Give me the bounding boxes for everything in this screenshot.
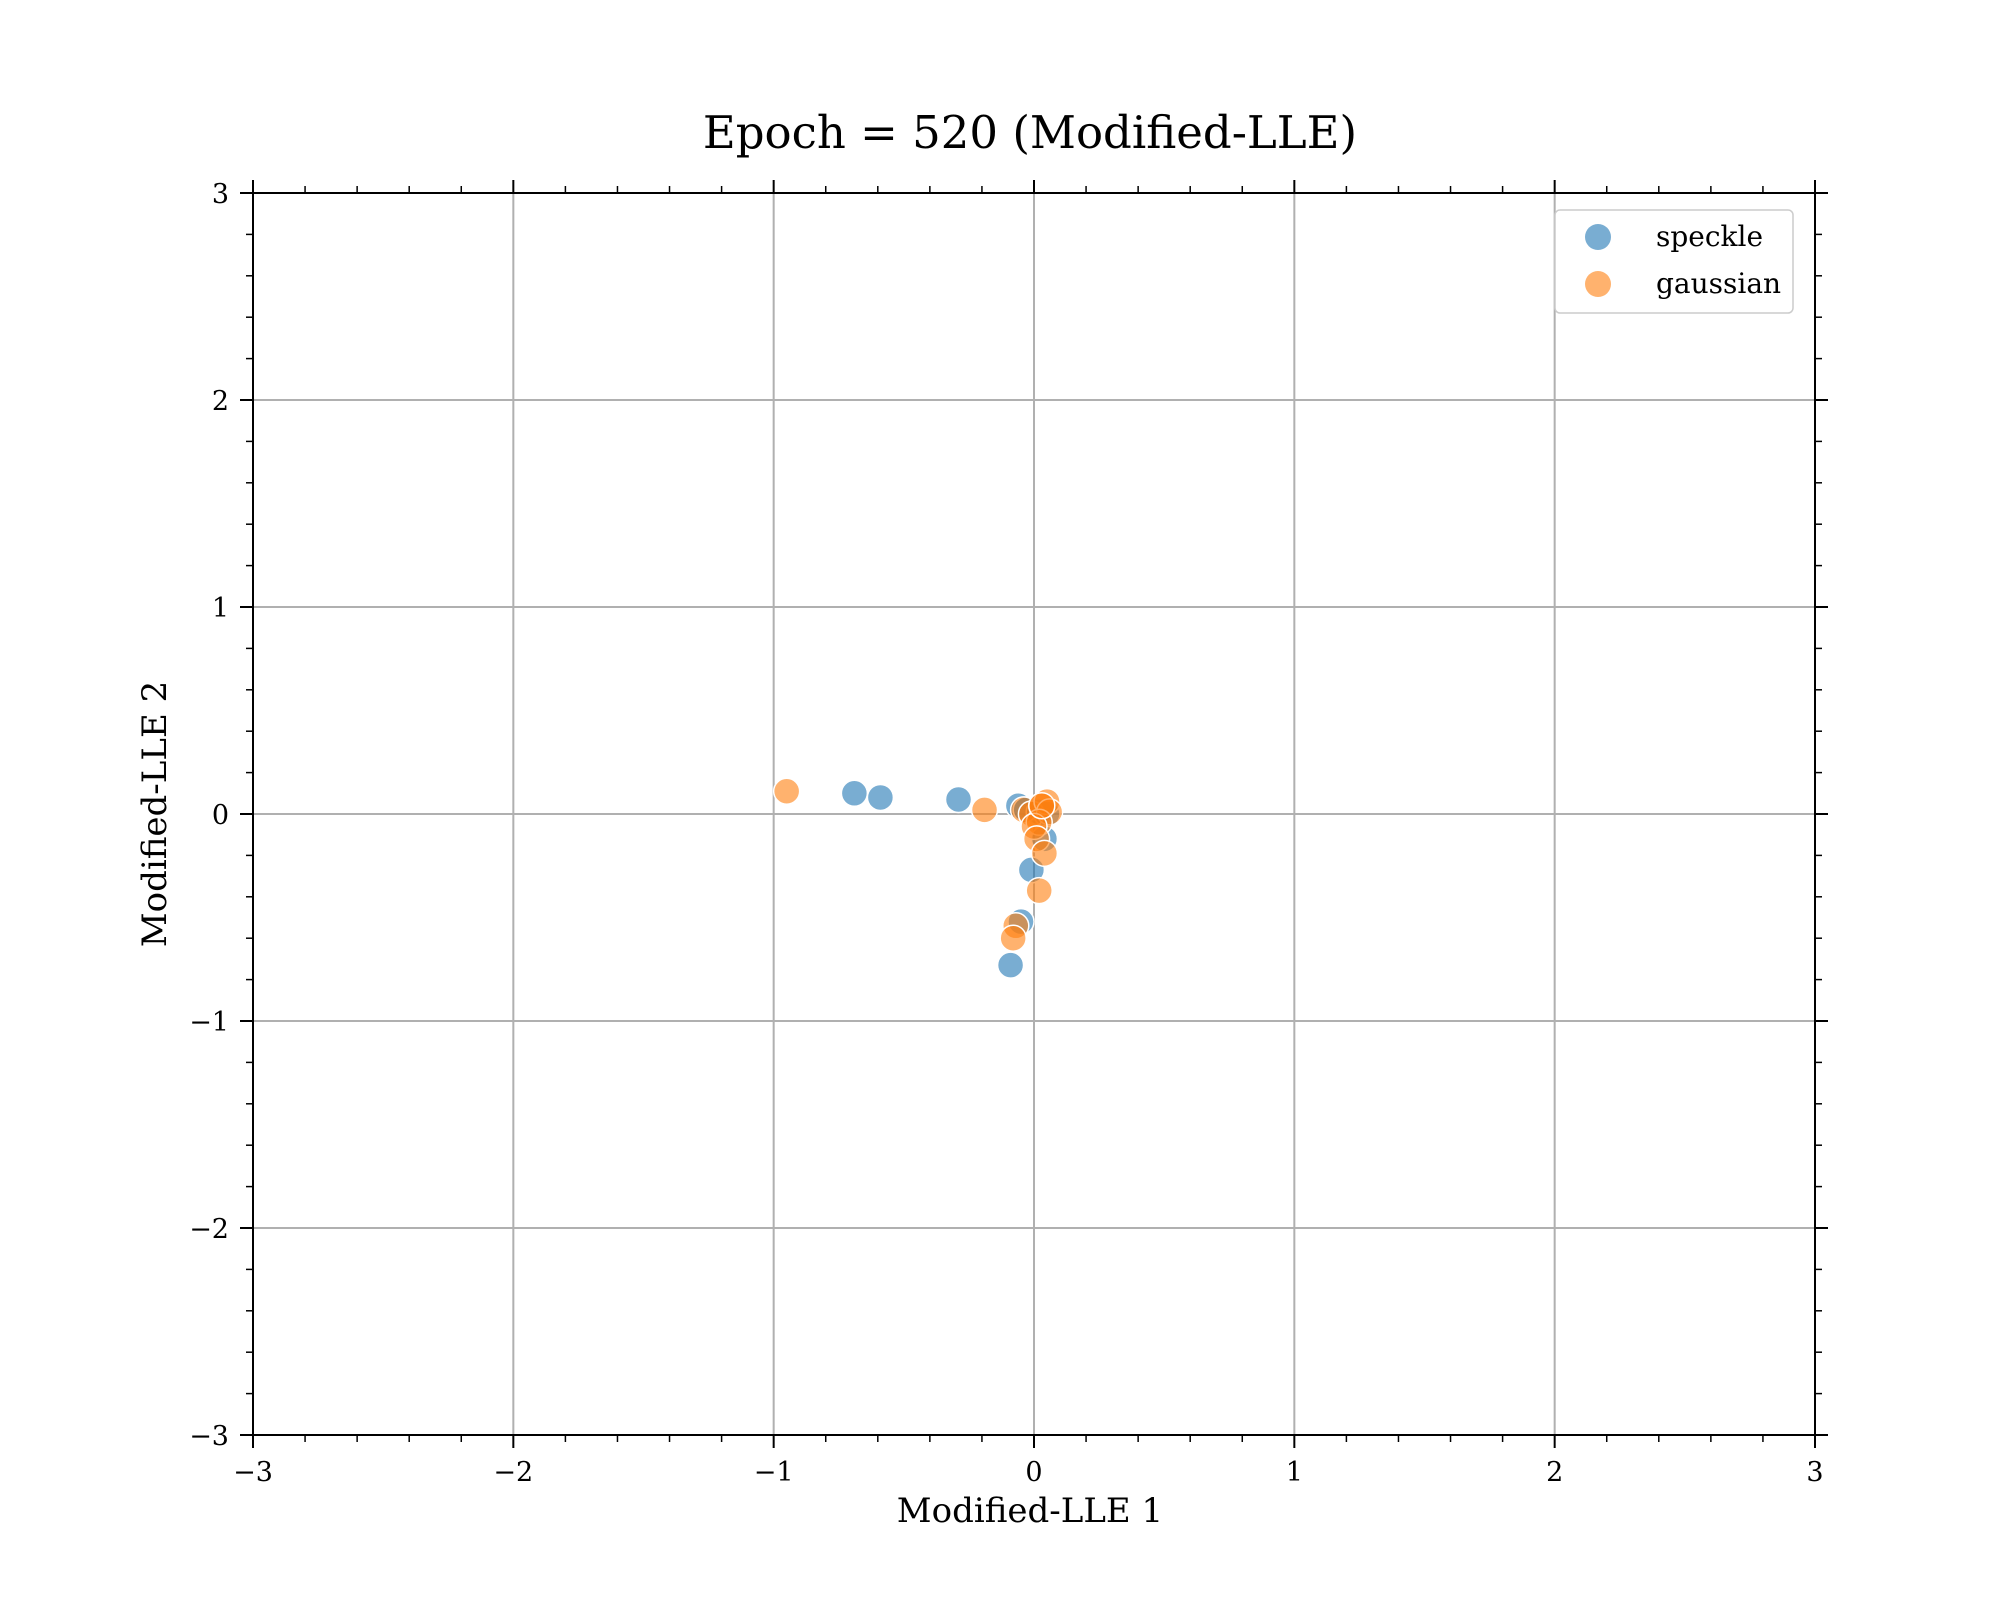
scatter-point-speckle [996, 951, 1025, 979]
scatter-point-speckle [866, 783, 895, 812]
legend-label-speckle: speckle [1656, 220, 1763, 253]
x-tick-label: 1 [1286, 1457, 1303, 1488]
x-axis-title: Modified-LLE 1 [897, 1491, 1163, 1531]
chart-title: Epoch = 520 (Modified-LLE) [703, 106, 1357, 159]
x-tick-labels: −3 −2 −1 0 1 2 3 [233, 1457, 1824, 1488]
scatter-point-speckle [840, 779, 869, 808]
data-points [772, 777, 1064, 979]
scatter-point-gaussian [999, 924, 1027, 952]
legend: speckle gaussian [1554, 209, 1794, 314]
y-tick-label: 0 [212, 800, 229, 831]
minor-ticks [246, 186, 1822, 1442]
y-tick-label: −3 [189, 1421, 229, 1452]
legend-box [1554, 209, 1794, 314]
x-tick-label: 3 [1806, 1457, 1823, 1488]
major-ticks [240, 180, 1828, 1448]
x-tick-label: −1 [754, 1457, 794, 1488]
scatter-point-gaussian [1030, 839, 1059, 868]
scatter-point-gaussian [970, 796, 999, 824]
scatter-point-gaussian [772, 777, 801, 805]
scatter-point-gaussian [1025, 876, 1053, 905]
legend-marker-gaussian [1585, 271, 1611, 297]
scatter-point-speckle [944, 785, 973, 814]
y-tick-label: 1 [212, 593, 229, 624]
y-tick-label: −1 [189, 1007, 229, 1038]
x-tick-label: 0 [1025, 1457, 1042, 1488]
y-tick-label: −2 [189, 1214, 229, 1245]
y-axis-title: Modified-LLE 2 [135, 681, 175, 947]
y-tick-labels: −3 −2 −1 0 1 2 3 [189, 179, 229, 1452]
x-tick-label: −2 [493, 1457, 533, 1488]
scatter-point-gaussian [1028, 791, 1056, 820]
y-tick-label: 3 [212, 179, 229, 210]
plot-frame [252, 192, 1816, 1436]
legend-label-gaussian: gaussian [1656, 267, 1781, 300]
y-tick-label: 2 [212, 386, 229, 417]
legend-marker-speckle [1585, 224, 1611, 250]
x-tick-label: 2 [1546, 1457, 1563, 1488]
x-tick-label: −3 [233, 1457, 273, 1488]
